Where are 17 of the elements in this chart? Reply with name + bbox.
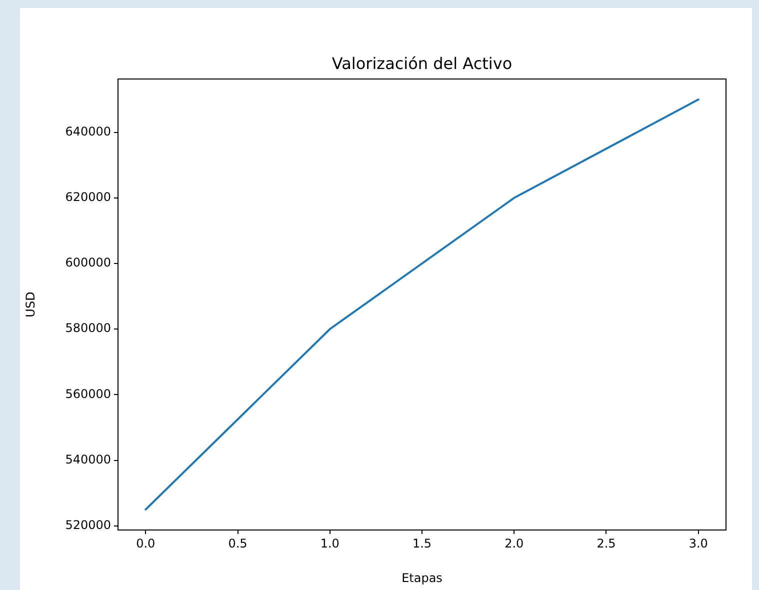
x-tick-label: 0.5 [228, 536, 248, 550]
y-tick-label: 540000 [65, 452, 111, 466]
x-tick-label: 1.0 [320, 536, 340, 550]
chart-title: Valorización del Activo [332, 54, 512, 74]
y-tick-label: 640000 [65, 124, 111, 138]
x-tick-label: 1.5 [412, 536, 432, 550]
y-axis-title: USD [23, 292, 38, 318]
x-tick-label: 3.0 [688, 536, 708, 550]
y-tick-label: 560000 [65, 386, 111, 401]
x-axis-title: Etapas [402, 570, 442, 585]
x-tick-label: 2.0 [504, 536, 524, 550]
y-tick-label: 520000 [65, 518, 111, 532]
x-tick-label: 0.0 [136, 536, 156, 550]
y-tick-label: 620000 [65, 190, 111, 204]
y-tick-label: 600000 [65, 256, 111, 270]
x-tick-label: 2.5 [596, 536, 616, 550]
y-tick-label: 580000 [65, 321, 111, 336]
